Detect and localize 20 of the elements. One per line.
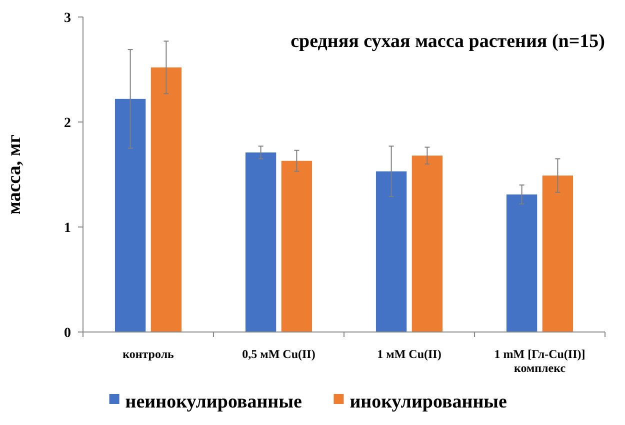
y-axis-title: масса, мг <box>4 134 25 214</box>
bar <box>376 171 407 332</box>
y-tick-label: 3 <box>64 10 71 26</box>
y-tick-label: 0 <box>64 326 71 341</box>
bar <box>245 152 276 332</box>
y-tick-label: 2 <box>64 116 71 131</box>
legend-label: неинокулированные <box>125 392 302 413</box>
x-tick-label: контроль <box>122 347 175 361</box>
bar <box>281 160 312 332</box>
y-tick-label: 1 <box>64 220 71 236</box>
bar <box>114 98 146 332</box>
text: средняя сухая масса растения (n=15) <box>290 31 605 52</box>
x-tick-label: 0,5 мМ Cu(II) <box>242 347 316 361</box>
bar <box>542 176 574 332</box>
x-tick-label: 1 мМ Cu(II) <box>377 347 442 361</box>
bar <box>150 67 182 332</box>
bar <box>412 156 443 332</box>
x-tick-label: 1 mM [Гл-Cu(II)] комплекс <box>494 347 586 375</box>
legend-label: инокулированные <box>350 392 507 413</box>
bar <box>506 194 538 332</box>
